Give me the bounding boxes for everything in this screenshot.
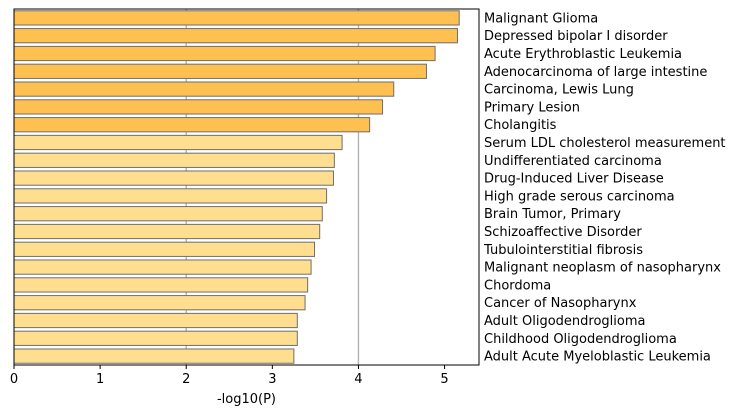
bar [13,10,460,26]
bar [13,312,298,329]
x-tick-label: 3 [268,372,276,387]
bar [13,45,436,62]
category-label: Malignant neoplasm of nasopharynx [484,261,721,276]
x-axis: 0 1 2 3 4 5 [10,365,449,387]
x-tick-label: 2 [182,372,190,387]
bar [13,295,306,311]
bar [13,188,328,204]
category-label: Malignant Glioma [484,11,598,26]
x-tick-label: 5 [440,372,448,387]
x-tick-label: 1 [96,372,104,387]
bar [13,330,298,346]
category-label: Acute Erythroblastic Leukemia [484,47,682,62]
category-label: Adult Acute Myeloblastic Leukemia [484,350,711,365]
category-label: Depressed bipolar I disorder [484,29,668,44]
category-label: Cholangitis [484,118,557,133]
category-label: Primary Lesion [484,100,580,115]
bar [13,117,371,133]
grid-layer [185,9,360,365]
plot-frame [13,8,480,366]
category-label: Serum LDL cholesterol measurement [484,136,726,151]
category-label: Tubulointerstitial fibrosis [483,243,643,258]
category-label: Cancer of Nasopharynx [484,296,637,311]
bar [13,223,321,240]
category-label: High grade serous carcinoma [484,189,675,204]
x-tick-label: 4 [354,372,362,387]
bars-layer [13,10,460,364]
category-label: Carcinoma, Lewis Lung [484,83,634,98]
category-label: Drug-Induced Liver Disease [484,172,664,187]
category-label: Adult Oligodendroglioma [484,314,645,329]
category-label: Undifferentiated carcinoma [484,154,662,169]
bar [13,206,323,222]
bar [13,28,458,44]
bar [13,81,395,97]
category-label: Childhood Oligodendroglioma [484,332,677,347]
bar [13,241,316,257]
x-axis-label: -log10(P) [217,392,276,407]
bar [13,63,427,79]
x-tick-label: 0 [10,372,18,387]
category-label: Adenocarcinoma of large intestine [484,65,707,80]
bar [13,259,312,275]
bar [13,277,309,293]
bar [13,348,295,364]
category-labels: Malignant Glioma Depressed bipolar I diso… [483,11,726,364]
bar [13,152,335,168]
bar [13,170,334,186]
category-label: Chordoma [484,278,551,293]
category-label: Brain Tumor, Primary [484,207,621,222]
category-label: Schizoaffective Disorder [484,225,642,240]
bar [13,134,343,151]
bar [13,99,384,115]
